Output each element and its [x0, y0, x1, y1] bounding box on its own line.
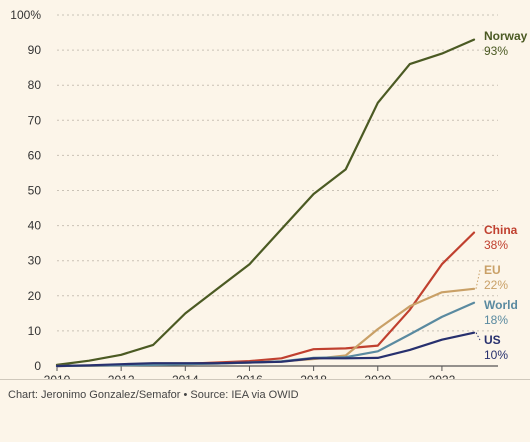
line-chart: 0 10 20 30 40 50 60 70 80 90 100% 2010 2012 2014 2016…: [10, 8, 528, 380]
series-name-us: US: [484, 333, 501, 347]
x-tick-label: 2022: [429, 373, 456, 380]
chart-credit: Chart: Jeronimo Gonzalez/Semafor • Sourc…: [8, 389, 299, 401]
x-tick-label: 2018: [300, 373, 327, 380]
y-tick-label: 0: [34, 359, 41, 373]
y-tick-label: 10: [28, 324, 42, 338]
series-end-value-world: 18%: [484, 313, 508, 327]
y-tick-label: 90: [28, 43, 42, 57]
gridlines: [57, 14, 498, 367]
series-line-norway: [55, 38, 476, 366]
x-tick-label: 2020: [364, 373, 391, 380]
series-name-world: World: [484, 298, 518, 312]
series-lines: [55, 38, 476, 368]
series-line-china: [55, 231, 476, 368]
y-tick-label: 100%: [10, 8, 41, 22]
y-tick-label: 70: [28, 113, 42, 127]
x-tick-label: 2010: [44, 373, 71, 380]
x-axis-tick-labels: 2010 2012 2014 2016 2018 2020 2022: [44, 366, 456, 380]
footer-divider: [0, 379, 530, 380]
y-tick-label: 40: [28, 219, 42, 233]
y-axis-tick-labels: 0 10 20 30 40 50 60 70 80 90 100%: [10, 8, 41, 373]
y-tick-label: 30: [28, 254, 42, 268]
series-end-value-norway: 93%: [484, 44, 508, 58]
x-tick-label: 2012: [108, 373, 135, 380]
series-name-norway: Norway: [484, 29, 528, 43]
series-end-value-china: 38%: [484, 238, 508, 252]
series-name-china: China: [484, 223, 518, 237]
series-line-us: [55, 331, 476, 368]
y-tick-label: 20: [28, 289, 42, 303]
x-tick-label: 2014: [172, 373, 199, 380]
series-end-value-us: 10%: [484, 348, 508, 362]
series-end-value-eu: 22%: [484, 278, 508, 292]
x-tick-label: 2016: [236, 373, 263, 380]
leader-line-eu: [475, 269, 481, 289]
y-tick-label: 50: [28, 184, 42, 198]
y-tick-label: 60: [28, 148, 42, 162]
series-line-world: [55, 301, 476, 368]
series-name-eu: EU: [484, 263, 501, 277]
leader-line-us: [475, 332, 481, 341]
y-tick-label: 80: [28, 78, 42, 92]
